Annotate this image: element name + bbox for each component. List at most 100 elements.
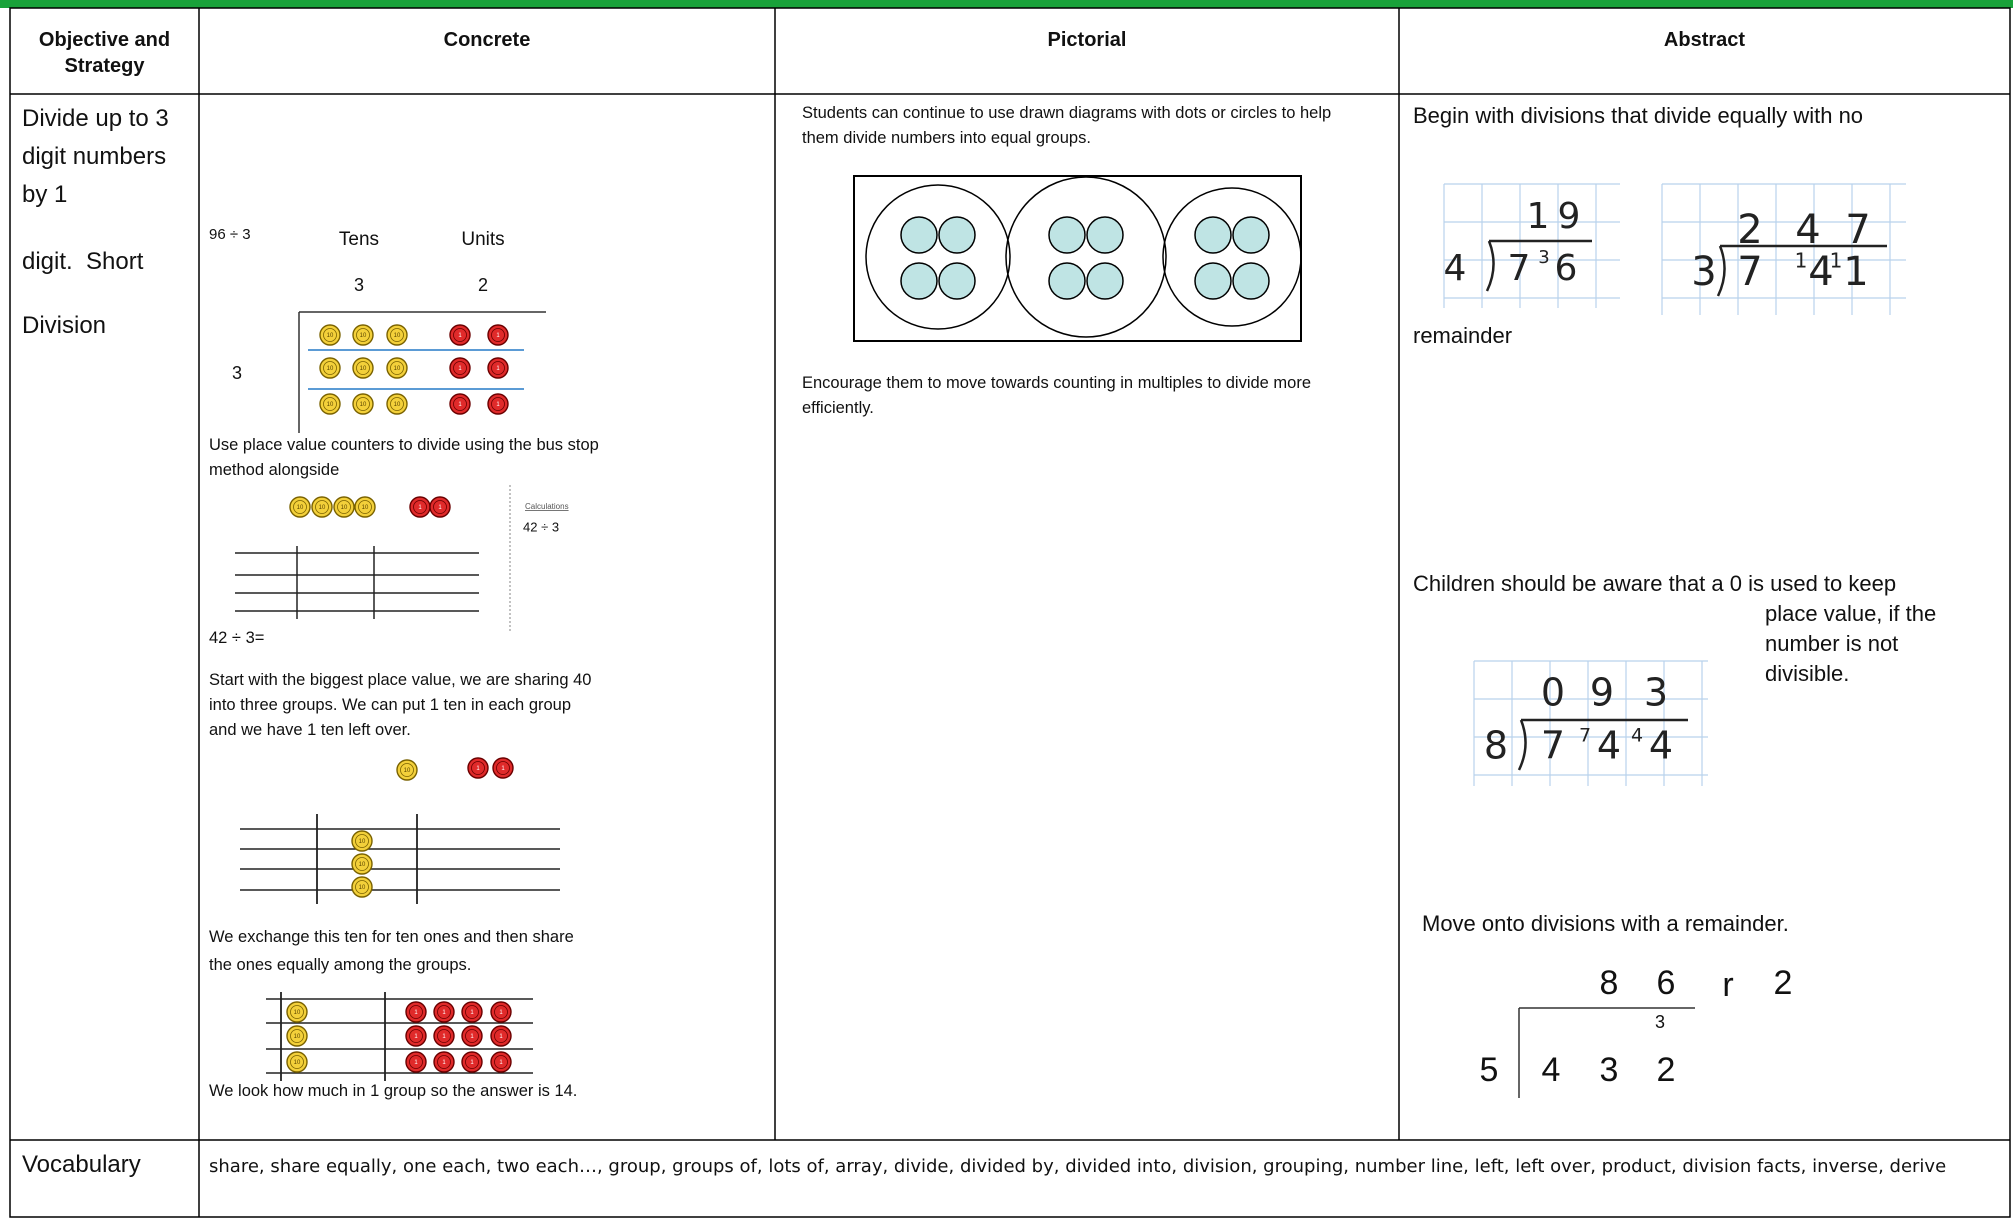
dividend-digit: 1 [1843, 249, 1868, 295]
counter-label: 1 [442, 1010, 446, 1016]
quotient-digit: 6 [1657, 964, 1676, 1002]
pictorial-text: Encourage them to move towards counting … [802, 374, 1312, 417]
quotient-digit: 9 [1590, 671, 1614, 715]
concrete-text: We look how much in 1 group so the answe… [209, 1082, 578, 1100]
counter-ring [390, 397, 404, 411]
dividend-digit: 7 [1737, 249, 1762, 295]
abstract-text: divisible. [1765, 661, 1850, 686]
divisor: 3 [232, 363, 242, 383]
counter-ring [465, 1005, 479, 1019]
counter-label: 10 [359, 839, 366, 845]
ten-counter [286, 1001, 308, 1023]
vocabulary-text: share, share equally, one each, two each… [209, 1156, 1947, 1177]
column-header: Tens [339, 229, 379, 250]
counter-label: 1 [499, 1034, 503, 1040]
group-circle [865, 184, 1011, 330]
calc-title: Calculations [525, 502, 569, 511]
ten-counter [354, 496, 376, 518]
dividend-digit: 4 [1597, 724, 1621, 768]
dividend-digit: 4 [1542, 1051, 1561, 1089]
dot [1086, 216, 1124, 254]
counter-label: 1 [496, 333, 500, 339]
counter-label: 1 [496, 402, 500, 408]
one-counter [492, 757, 514, 779]
one-counter [490, 1025, 512, 1047]
ten-counter [286, 1051, 308, 1073]
ten-counter [386, 324, 408, 346]
header-cell: Abstract [1663, 29, 1746, 51]
one-counter [487, 324, 509, 346]
counter-ring [413, 500, 427, 514]
counter-ring [453, 397, 467, 411]
one-counter [405, 1051, 427, 1073]
counter-ring [437, 1005, 451, 1019]
counter-ring [465, 1055, 479, 1069]
counter-label: 1 [499, 1060, 503, 1066]
counter-label: 10 [360, 333, 367, 339]
counter-label: 10 [294, 1010, 301, 1016]
one-counter [429, 496, 451, 518]
quotient-digit: 3 [1644, 671, 1668, 715]
one-counter [449, 324, 471, 346]
counter-label: 1 [458, 333, 462, 339]
top-bar [0, 0, 2013, 8]
counter-ring [453, 328, 467, 342]
ten-counter [351, 853, 373, 875]
quotient-digit: 8 [1600, 964, 1619, 1002]
dot [1194, 216, 1232, 254]
abstract-text: Move onto divisions with a remainder. [1422, 911, 1789, 936]
quotient-digit: 9 [1558, 196, 1581, 237]
dividend-digit: 7 [1541, 724, 1565, 768]
counter-ring [323, 397, 337, 411]
counter-ring [323, 328, 337, 342]
counter-ring [315, 500, 329, 514]
division-bracket [1517, 719, 1527, 771]
counter-label: 1 [476, 766, 480, 772]
counter-ring [356, 361, 370, 375]
counter-ring [494, 1029, 508, 1043]
ten-counter [396, 759, 418, 781]
counter-label: 10 [294, 1060, 301, 1066]
counter-ring [293, 500, 307, 514]
dot [1048, 262, 1086, 300]
counter-ring [290, 1005, 304, 1019]
one-counter [433, 1051, 455, 1073]
counter-ring [290, 1055, 304, 1069]
counter-label: 10 [327, 333, 334, 339]
counter-ring [471, 761, 485, 775]
counter-label: 1 [442, 1034, 446, 1040]
one-counter [433, 1025, 455, 1047]
counter-ring [356, 328, 370, 342]
counter-label: 10 [297, 505, 304, 511]
dividend-digit: 2 [1657, 1051, 1676, 1089]
counter-label: 1 [501, 766, 505, 772]
counter-ring [437, 1029, 451, 1043]
counter-ring [453, 361, 467, 375]
dividend-digit: 4 [1808, 249, 1833, 295]
counter-label: 10 [394, 333, 401, 339]
counter-ring [355, 857, 369, 871]
counter-ring [358, 500, 372, 514]
quotient-digit: 2 [478, 275, 488, 295]
carry-digit: 4 [1631, 725, 1643, 747]
counter-label: 1 [418, 505, 422, 511]
dividend-digit: 7 [1508, 248, 1531, 289]
calc: 42 ÷ 3 [523, 519, 559, 534]
quotient-digit: 1 [1527, 196, 1550, 237]
carry-digit: 1 [1795, 249, 1808, 273]
carry-digit: 1 [1830, 249, 1843, 273]
dividend-digit: 4 [1649, 724, 1673, 768]
concrete-text: Use place value counters to divide using… [209, 436, 599, 479]
counter-ring [409, 1005, 423, 1019]
counter-label: 1 [414, 1060, 418, 1066]
divisor: 5 [1480, 1051, 1499, 1089]
dividend-digit: 6 [1555, 248, 1578, 289]
one-counter [467, 757, 489, 779]
counter-label: 10 [394, 366, 401, 372]
counter-label: 10 [360, 402, 367, 408]
objective-text: digit. Short [22, 248, 144, 275]
ten-counter [386, 357, 408, 379]
counter-label: 10 [362, 505, 369, 511]
